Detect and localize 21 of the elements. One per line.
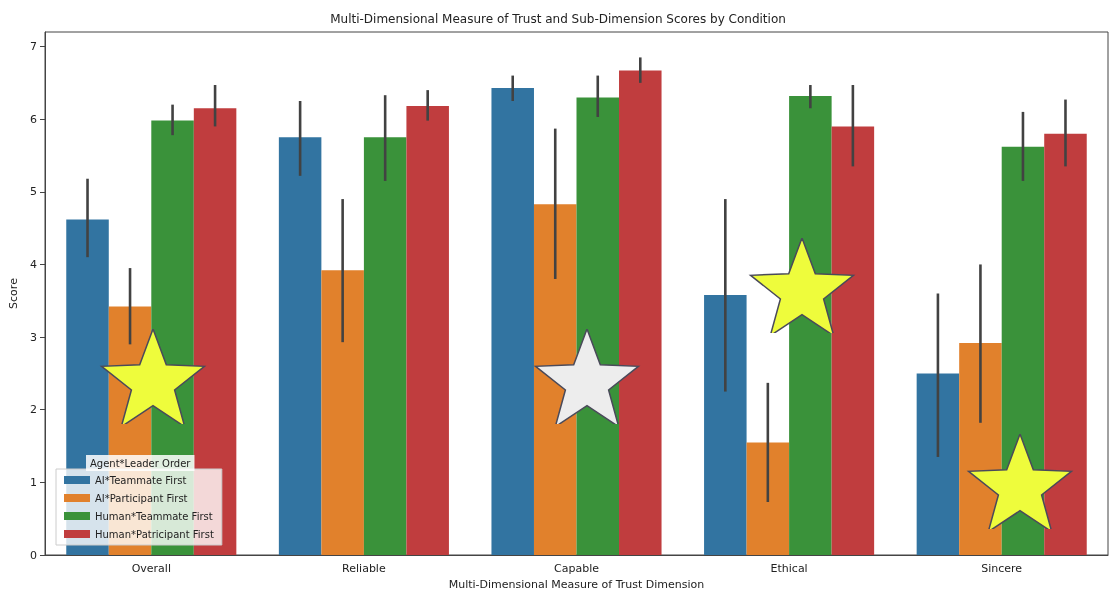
x-tick-label: Reliable	[342, 562, 386, 575]
y-tick-label: 5	[30, 185, 37, 199]
legend-label: AI*Participant First	[95, 492, 188, 504]
x-tick-label: Overall	[131, 562, 171, 575]
y-tick-label: 7	[30, 40, 37, 54]
legend-label: Human*Teammate First	[95, 510, 213, 522]
y-tick-label: 2	[30, 403, 37, 417]
y-tick-label: 6	[30, 112, 37, 126]
x-tick-label: Sincere	[981, 562, 1023, 575]
chart-title: Multi-Dimensional Measure of Trust and Sub-Dimension Scores by Condition	[330, 12, 786, 26]
y-tick-label: 0	[30, 548, 37, 562]
x-tick-label: Capable	[554, 562, 600, 575]
x-tick-label: Ethical	[770, 562, 808, 575]
y-tick-label: 4	[30, 257, 37, 271]
legend-label: Human*Patricipant First	[95, 528, 214, 540]
x-axis-title: Multi-Dimensional Measure of Trust Dimension	[448, 578, 705, 591]
y-tick-label: 1	[30, 475, 37, 489]
legend-title: Agent*Leader Order	[90, 457, 192, 469]
y-tick-label: 3	[30, 330, 37, 344]
legend-label: AI*Teammate First	[95, 474, 187, 486]
y-axis-title: Score	[7, 277, 20, 309]
